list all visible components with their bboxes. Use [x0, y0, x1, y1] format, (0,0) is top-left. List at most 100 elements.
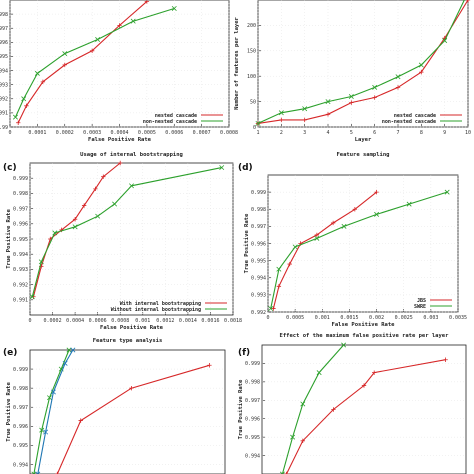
- data-point: [300, 401, 306, 407]
- plot-frame: [29, 349, 226, 474]
- series-line: [257, 0, 465, 124]
- y-tick-label: 0.994: [251, 276, 266, 282]
- data-point: [95, 213, 101, 219]
- x-tick-label: 5: [350, 130, 353, 136]
- data-point: [24, 103, 29, 109]
- data-point: [325, 112, 331, 117]
- data-point: [117, 23, 122, 28]
- data-point: [72, 217, 78, 222]
- y-tick-label: 150: [247, 49, 256, 55]
- data-point: [276, 284, 282, 289]
- data-point: [372, 84, 378, 90]
- y-tick-label: 0: [253, 125, 256, 131]
- data-point: [34, 70, 40, 76]
- data-point: [70, 347, 76, 353]
- x-tick-label: 0: [266, 315, 269, 321]
- data-point: [279, 117, 284, 123]
- data-point: [341, 223, 347, 229]
- data-point: [35, 471, 41, 474]
- y-tick-label: 0.999: [245, 361, 260, 367]
- x-tick-label: 0.0018: [224, 318, 242, 324]
- x-tick-label: 0.0007: [193, 130, 211, 136]
- x-tick-label: 0.0008: [111, 318, 129, 324]
- chart-panel-4: 0.992 0.993 0.994 0.995 0.996 0.997 0.998 0.999…: [238, 152, 467, 328]
- data-point: [93, 186, 98, 192]
- data-point: [279, 471, 285, 474]
- x-tick-label: 0: [28, 318, 31, 324]
- data-point: [314, 235, 320, 241]
- y-tick-label: 0.997: [0, 26, 8, 32]
- series-line: [270, 191, 448, 309]
- y-tick-label: 0.999: [251, 190, 266, 196]
- data-point: [112, 201, 118, 207]
- data-point: [129, 385, 134, 391]
- data-point: [284, 471, 289, 474]
- data-point: [302, 106, 308, 112]
- data-point: [302, 117, 307, 123]
- data-point: [52, 230, 58, 236]
- legend-label: nested cascade: [155, 113, 197, 119]
- x-tick-label: 0.0015: [340, 315, 358, 321]
- chart-title: Effect of the maximum false positive rat…: [280, 333, 450, 339]
- data-point: [314, 232, 320, 238]
- data-point: [331, 407, 336, 412]
- data-point: [78, 418, 83, 423]
- y-tick-label: 0.998: [0, 12, 8, 18]
- data-point: [349, 100, 354, 105]
- data-point: [372, 370, 377, 375]
- data-point: [287, 261, 292, 267]
- x-tick-label: 8: [420, 130, 423, 136]
- data-point: [62, 62, 67, 68]
- y-axis-label: True Positive Rate: [238, 379, 244, 439]
- x-tick-label: 3: [303, 130, 306, 136]
- series-line: [14, 7, 175, 118]
- y-tick-label: 50: [250, 99, 256, 105]
- y-tick-label: 0.998: [13, 386, 28, 392]
- x-tick-label: 0.0003: [83, 130, 101, 136]
- y-tick-label: 0.995: [251, 258, 266, 264]
- panel-label: (c): [3, 163, 17, 173]
- x-tick-label: 0.0012: [156, 318, 174, 324]
- y-tick-label: 0.996: [13, 222, 28, 228]
- data-point: [62, 51, 68, 57]
- y-tick-label: 0.995: [13, 443, 28, 449]
- data-point: [341, 342, 347, 348]
- x-tick-label: 0.001: [135, 318, 150, 324]
- data-point: [72, 224, 78, 230]
- y-tick-label: 0.994: [13, 462, 28, 468]
- y-tick-label: 0.999: [13, 367, 28, 373]
- x-tick-label: 0.0035: [449, 315, 467, 321]
- y-tick-label: 0.993: [0, 82, 8, 88]
- data-point: [130, 18, 136, 24]
- x-tick-label: 0.0001: [28, 130, 46, 136]
- x-tick-label: 0.0006: [89, 318, 107, 324]
- data-point: [278, 110, 284, 116]
- data-point: [62, 360, 68, 366]
- data-point: [372, 95, 377, 100]
- y-tick-label: 0.994: [245, 453, 260, 459]
- data-point: [40, 79, 46, 85]
- y-tick-label: 0.999: [13, 176, 28, 182]
- data-point: [268, 306, 274, 312]
- data-point: [325, 99, 331, 105]
- data-point: [444, 189, 450, 195]
- series-line: [33, 349, 70, 474]
- y-tick-label: 0.992: [13, 282, 28, 288]
- x-tick-label: 0.0004: [66, 318, 84, 324]
- data-point: [55, 471, 60, 474]
- legend-label: SWRE: [414, 304, 426, 310]
- data-point: [290, 434, 296, 440]
- chart-panel-3: 0.991 0.992 0.993 0.994 0.995 0.996 0.997 0.998…: [3, 152, 242, 331]
- data-point: [219, 165, 225, 171]
- data-point: [443, 357, 448, 362]
- series-line: [56, 364, 210, 474]
- data-point: [39, 427, 45, 433]
- plot-frame: [261, 344, 467, 474]
- x-tick-label: 0.003: [423, 315, 438, 321]
- y-tick-label: 0.996: [0, 40, 8, 46]
- y-tick-label: 0.99: [0, 125, 8, 131]
- data-point: [330, 220, 336, 226]
- plot-frame: [257, 0, 469, 128]
